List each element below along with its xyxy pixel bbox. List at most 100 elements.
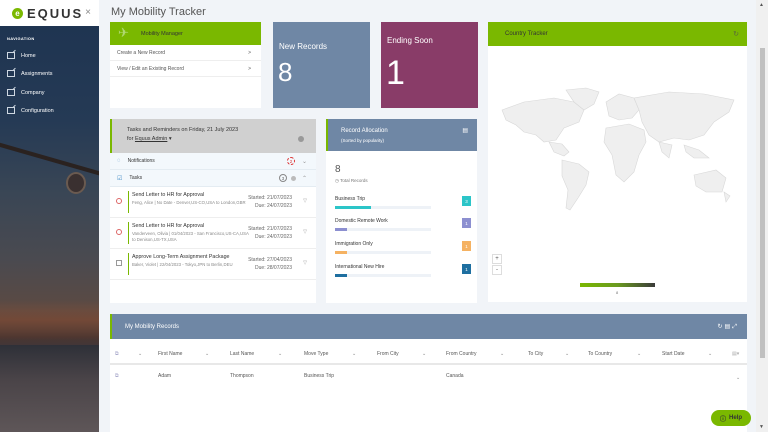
task-status-icon[interactable]: [116, 198, 122, 204]
ending-soon-label: Ending Soon: [387, 36, 433, 45]
column-header-last-name[interactable]: Last Name: [230, 351, 255, 357]
sidebar-item-label: Configuration: [21, 107, 54, 114]
lamp-image: [66, 172, 86, 194]
column-header-to-city[interactable]: To City: [528, 351, 544, 357]
edit-link-icon: [7, 70, 15, 77]
task-item[interactable]: Approve Long-Term Assignment Package Bak…: [110, 249, 316, 280]
refresh-icon[interactable]: ↻: [733, 31, 739, 38]
task-subtitle: Feng, Alice | No Date - Denver,US-CO,USA…: [132, 200, 246, 205]
scroll-down-arrow-icon[interactable]: ▼: [759, 424, 764, 430]
column-menu-icon[interactable]: ▤▾: [732, 351, 740, 357]
tasks-section[interactable]: ☑ Tasks 3 ⌃: [110, 170, 316, 187]
allocation-item[interactable]: Domestic Remote Work 1: [335, 218, 475, 231]
table-row[interactable]: ⧉ Adam Thompson Business Trip Canada ⌄: [110, 365, 747, 387]
task-title[interactable]: Send Letter to HR for Approval: [132, 192, 205, 198]
allocation-name: International New Hire: [335, 264, 385, 270]
map-color-legend: [580, 283, 655, 287]
view-edit-record-link[interactable]: View / Edit an Existing Record >: [110, 61, 261, 77]
task-checkbox[interactable]: [116, 260, 122, 266]
total-records-label: ◷ Total Records: [335, 178, 368, 183]
user-dropdown[interactable]: Equus Admin: [134, 136, 168, 142]
document-icon[interactable]: ▤: [462, 128, 468, 134]
document-icon[interactable]: ▤: [724, 323, 733, 330]
sort-chevron-icon[interactable]: ⌄: [637, 351, 642, 357]
create-record-link[interactable]: Create a New Record >: [110, 45, 261, 61]
task-item[interactable]: Send Letter to HR for Approval Feng, Ali…: [110, 187, 316, 218]
notifications-section[interactable]: ◌ Notifications 2 ⌄: [110, 153, 316, 170]
task-dates: Started: 27/04/2023 Due: 28/07/2023: [248, 257, 292, 271]
allocation-name: Domestic Remote Work: [335, 218, 388, 224]
page-scrollbar[interactable]: ▲ ▼: [756, 0, 768, 432]
task-bar: [128, 253, 129, 275]
map-zoom-in-button[interactable]: +: [492, 254, 502, 264]
expand-row-chevron-icon[interactable]: ⌄: [736, 375, 741, 381]
column-header-from-city[interactable]: From City: [377, 351, 399, 357]
scroll-up-arrow-icon[interactable]: ▲: [759, 2, 764, 8]
view-edit-record-label: View / Edit an Existing Record: [117, 65, 184, 72]
chat-bubble-icon: ◌: [117, 158, 121, 164]
expand-icon[interactable]: ⤢: [732, 323, 739, 330]
help-icon: ⓘ: [719, 416, 726, 423]
sort-chevron-icon[interactable]: ⌄: [352, 351, 357, 357]
refresh-icon[interactable]: ↻: [717, 323, 725, 330]
filter-icon[interactable]: ▽: [303, 229, 307, 235]
sort-chevron-icon[interactable]: ⌄: [500, 351, 505, 357]
map-zoom-out-button[interactable]: -: [492, 265, 502, 275]
allocation-name: Business Trip: [335, 196, 366, 202]
edit-row-icon[interactable]: ⧉: [115, 373, 119, 379]
edit-link-icon: [7, 107, 15, 114]
column-header-from-country[interactable]: From Country: [446, 351, 477, 357]
allocation-item[interactable]: International New Hire 1: [335, 264, 475, 277]
allocation-count-badge: 1: [462, 218, 471, 228]
total-records-value: 8: [335, 164, 341, 175]
sort-chevron-icon[interactable]: ⌄: [422, 351, 427, 357]
chevron-right-icon: >: [248, 49, 251, 56]
table-header: ⧉ ⌄ First Name ⌄ Last Name ⌄ Move Type ⌄…: [110, 343, 747, 365]
help-button[interactable]: ⓘ Help: [711, 410, 751, 426]
sidebar-item-home[interactable]: Home: [7, 52, 36, 59]
task-dates: Started: 21/07/2023 Due: 24/07/2023: [248, 195, 292, 209]
task-title[interactable]: Send Letter to HR for Approval: [132, 223, 205, 229]
records-title: My Mobility Records: [125, 323, 180, 330]
column-header-start-date[interactable]: Start Date: [662, 351, 685, 357]
sidebar-item-assignments[interactable]: Assignments: [7, 70, 53, 77]
task-title[interactable]: Approve Long-Term Assignment Package: [132, 254, 230, 260]
task-status-icon[interactable]: [116, 229, 122, 235]
sort-chevron-icon[interactable]: ⌄: [278, 351, 283, 357]
allocation-count-badge: 3: [462, 196, 471, 206]
logo-text: EQUUS: [27, 5, 84, 21]
ending-soon-value: 1: [386, 54, 405, 92]
world-map[interactable]: [494, 80, 744, 220]
cell-first-name: Adam: [158, 373, 172, 379]
allocation-item[interactable]: Business Trip 3: [335, 196, 475, 209]
sidebar-item-label: Home: [21, 52, 36, 59]
column-header-first-name[interactable]: First Name: [158, 351, 183, 357]
chevron-up-icon[interactable]: ⌃: [301, 176, 307, 182]
column-header-move-type[interactable]: Move Type: [304, 351, 329, 357]
country-tracker-title: Country Tracker: [505, 31, 548, 37]
new-records-tile[interactable]: New Records 8: [273, 22, 370, 108]
sidebar-item-configuration[interactable]: Configuration: [7, 107, 54, 114]
settings-icon[interactable]: [291, 176, 296, 181]
sort-chevron-icon[interactable]: ⌄: [565, 351, 570, 357]
tasks-label: Tasks: [129, 175, 143, 181]
chevron-down-icon[interactable]: ⌄: [301, 159, 307, 165]
ending-soon-tile[interactable]: Ending Soon 1: [381, 22, 478, 108]
task-item[interactable]: Send Letter to HR for Approval Vandervee…: [110, 218, 316, 249]
column-header-to-country[interactable]: To Country: [588, 351, 613, 357]
close-sidebar-icon[interactable]: ×: [85, 7, 91, 18]
country-tracker-card: Country Tracker ↻: [488, 22, 747, 302]
sidebar: e EQUUS × NAVIGATION Home Assignments Co…: [0, 0, 99, 432]
filter-icon[interactable]: ▽: [303, 198, 307, 204]
filter-icon[interactable]: ▽: [303, 260, 307, 266]
mobility-manager-title: Mobility Manager: [141, 30, 183, 37]
sidebar-item-company[interactable]: Company: [7, 89, 45, 96]
scrollbar-thumb[interactable]: [760, 48, 765, 358]
record-allocation-subtitle: (Sorted by popularity): [341, 138, 385, 143]
sort-chevron-icon[interactable]: ⌄: [205, 351, 210, 357]
new-records-value: 8: [278, 57, 293, 87]
settings-icon[interactable]: [298, 136, 304, 142]
allocation-item[interactable]: Immigration Only 1: [335, 241, 475, 254]
sort-chevron-icon[interactable]: ⌄: [708, 351, 713, 357]
sort-chevron-icon[interactable]: ⌄: [138, 351, 143, 357]
